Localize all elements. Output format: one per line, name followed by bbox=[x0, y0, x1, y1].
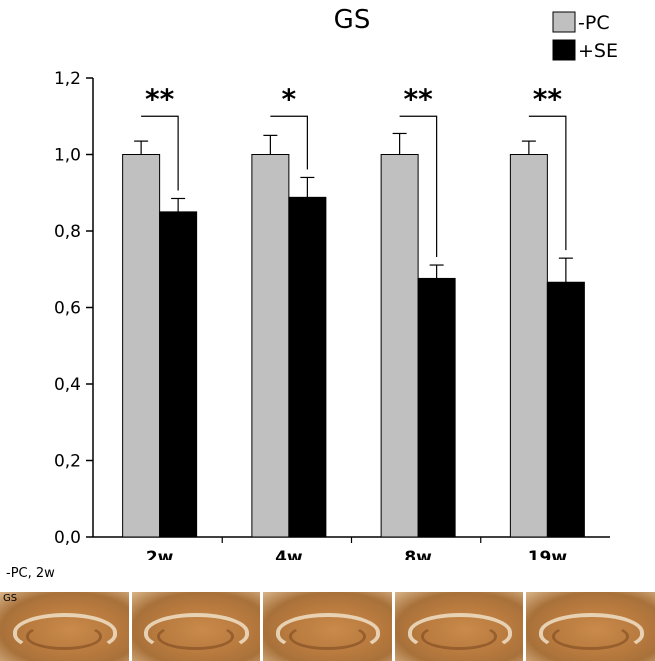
significance-marker: ** bbox=[145, 82, 175, 115]
bar-se bbox=[159, 211, 198, 538]
y-tick-label: 0,4 bbox=[54, 375, 81, 395]
significance-brackets: ** * ** ** bbox=[141, 82, 567, 258]
y-tick-label: 0,8 bbox=[54, 222, 81, 242]
legend-swatch bbox=[552, 39, 576, 61]
bar-se bbox=[288, 196, 327, 538]
y-tick-label: 0,2 bbox=[54, 452, 81, 472]
bar-pc bbox=[380, 154, 419, 538]
histology-image bbox=[263, 592, 392, 661]
histology-image-strip: GS bbox=[0, 592, 655, 661]
x-tick-label: 2w bbox=[146, 548, 174, 560]
bar-pc bbox=[251, 154, 290, 538]
significance-marker: * bbox=[282, 82, 297, 115]
bars bbox=[122, 154, 585, 538]
histology-image: GS bbox=[0, 592, 129, 661]
bar-se bbox=[417, 277, 456, 538]
significance-marker: ** bbox=[403, 82, 433, 115]
bar-pc bbox=[122, 154, 161, 538]
chart-title: GS bbox=[334, 5, 371, 35]
significance-bracket bbox=[528, 115, 567, 251]
x-tick-label: 19w bbox=[528, 548, 568, 560]
legend-label: -PC bbox=[578, 12, 610, 34]
histology-image bbox=[526, 592, 655, 661]
x-tick-label: 8w bbox=[404, 548, 432, 560]
y-tick-label: 1,2 bbox=[54, 69, 81, 89]
bar-se bbox=[546, 281, 585, 538]
significance-marker: ** bbox=[533, 82, 563, 115]
image-strip-caption: -PC, 2w bbox=[6, 566, 55, 581]
y-tick-label: 1,0 bbox=[54, 146, 81, 166]
significance-bracket bbox=[141, 115, 179, 191]
legend: -PC +SE bbox=[552, 11, 618, 62]
y-tick-label: 0,6 bbox=[54, 299, 81, 319]
legend-swatch bbox=[552, 11, 576, 33]
error-bars bbox=[134, 132, 573, 283]
y-tick-label: 0,0 bbox=[54, 528, 81, 548]
image-tag: GS bbox=[3, 593, 18, 604]
histology-image bbox=[394, 592, 524, 661]
legend-label: +SE bbox=[578, 40, 618, 62]
significance-bracket bbox=[399, 115, 438, 258]
histology-image bbox=[131, 592, 261, 661]
bar-pc bbox=[509, 154, 548, 538]
axes: 0,0 0,2 0,4 0,6 0,8 1,0 1,2 2w 4w 8w 19w bbox=[54, 69, 610, 560]
significance-bracket bbox=[270, 115, 308, 170]
x-tick-label: 4w bbox=[275, 548, 303, 560]
bar-chart: GS -PC +SE 0,0 0,2 0,4 0,6 0,8 1,0 1,2 2w 4w 8w 19w… bbox=[54, 5, 618, 560]
